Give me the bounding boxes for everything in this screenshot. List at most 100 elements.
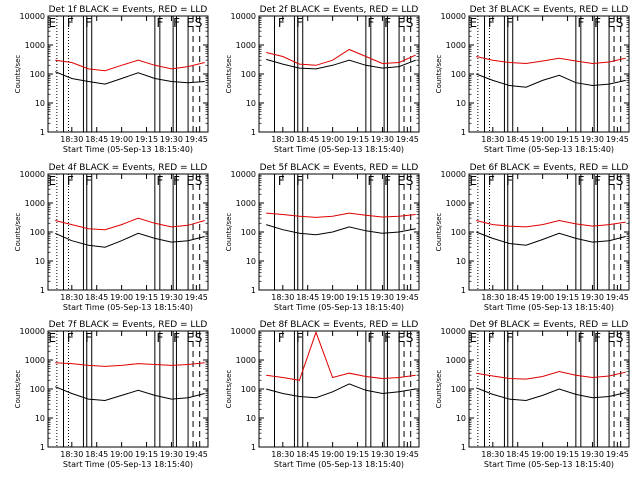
y-tick-label: 100 <box>451 385 466 394</box>
marker-label: F <box>67 331 74 345</box>
panel-title: Det 3f BLACK = Events, RED = LLD <box>470 5 629 15</box>
x-tick-label: 19:45 <box>185 293 208 302</box>
y-tick-label: 100 <box>241 228 256 237</box>
panel-title: Det 2f BLACK = Events, RED = LLD <box>260 5 419 15</box>
y-tick-label: 1000 <box>236 356 256 365</box>
events-line <box>54 232 205 248</box>
marker-label: F <box>368 331 375 345</box>
x-axis-label: Start Time (05-Sep-13 18:15:40) <box>484 460 614 469</box>
x-tick-label: 19:00 <box>321 135 344 144</box>
y-tick-label: 100 <box>241 70 256 79</box>
y-tick-label: 10 <box>456 414 466 423</box>
y-tick-label: 1000 <box>25 41 45 50</box>
events-line <box>266 58 416 70</box>
x-tick-label: 18:45 <box>296 135 319 144</box>
x-tick-label: 19:15 <box>556 135 579 144</box>
y-tick-label: 100 <box>451 70 466 79</box>
x-tick-label: 18:30 <box>481 135 504 144</box>
x-tick-label: 19:15 <box>556 293 579 302</box>
y-axis-label: Counts/sec <box>225 213 233 252</box>
plot-frame <box>468 15 630 133</box>
marker-label: F <box>578 174 585 188</box>
marker-label: E <box>186 174 194 188</box>
y-tick-label: 1000 <box>25 199 45 208</box>
x-tick-label: 19:45 <box>396 135 419 144</box>
x-axis-label: Start Time (05-Sep-13 18:15:40) <box>274 303 404 312</box>
x-tick-label: 19:15 <box>346 450 369 459</box>
y-tick-label: 1 <box>251 286 256 295</box>
marker-label: E <box>49 16 57 30</box>
marker-label: F <box>594 331 601 345</box>
x-tick-label: 19:45 <box>185 450 208 459</box>
x-axis-label: Start Time (05-Sep-13 18:15:40) <box>274 145 404 154</box>
marker-label: S <box>195 16 203 30</box>
y-tick-label: 10000 <box>231 170 256 179</box>
y-tick-label: 1 <box>461 286 466 295</box>
x-tick-label: 19:00 <box>321 293 344 302</box>
detector-panel-5: Det 5f BLACK = Events, RED = LLD 1 10 100 10… <box>225 163 420 312</box>
lld-line <box>476 219 626 228</box>
x-axis-label: Start Time (05-Sep-13 18:15:40) <box>484 145 614 154</box>
x-tick-label: 18:30 <box>60 135 83 144</box>
x-tick-label: 19:15 <box>135 450 158 459</box>
x-tick-label: 18:30 <box>481 293 504 302</box>
marker-label: F <box>278 331 285 345</box>
lld-line <box>266 48 416 66</box>
y-tick-label: 1 <box>461 128 466 137</box>
y-tick-label: 1 <box>40 286 45 295</box>
y-tick-label: 1000 <box>236 41 256 50</box>
x-tick-label: 18:30 <box>481 450 504 459</box>
y-axis-label: Counts/sec <box>435 55 443 94</box>
marker-label: S <box>616 16 624 30</box>
plot-frame <box>47 15 209 133</box>
x-tick-label: 19:15 <box>346 293 369 302</box>
y-tick-label: 10 <box>35 99 45 108</box>
x-tick-label: 19:30 <box>371 293 394 302</box>
y-tick-label: 1000 <box>446 41 466 50</box>
marker-label: F <box>594 16 601 30</box>
marker-label: S <box>195 331 203 345</box>
x-axis-label: Start Time (05-Sep-13 18:15:40) <box>484 303 614 312</box>
y-axis-label: Counts/sec <box>435 213 443 252</box>
detector-panel-1: Det 1f BLACK = Events, RED = LLD 1 10 100 10… <box>14 5 209 154</box>
y-axis-label: Counts/sec <box>225 370 233 409</box>
y-tick-label: 10000 <box>441 327 466 336</box>
y-tick-label: 10000 <box>441 170 466 179</box>
marker-label: F <box>488 174 495 188</box>
marker-label: E <box>470 331 478 345</box>
detector-panel-6: Det 6f BLACK = Events, RED = LLD 1 10 100 10… <box>435 163 630 312</box>
x-tick-label: 19:15 <box>556 450 579 459</box>
x-tick-label: 18:45 <box>85 293 108 302</box>
y-tick-label: 10000 <box>231 12 256 21</box>
x-tick-label: 19:00 <box>110 293 133 302</box>
y-tick-label: 1 <box>251 128 256 137</box>
x-tick-label: 19:00 <box>321 450 344 459</box>
panel-title: Det 5f BLACK = Events, RED = LLD <box>260 163 419 173</box>
marker-label: F <box>368 16 375 30</box>
y-tick-label: 1000 <box>236 199 256 208</box>
x-tick-label: 18:45 <box>506 450 529 459</box>
y-tick-label: 1 <box>251 443 256 452</box>
x-tick-label: 19:00 <box>531 135 554 144</box>
x-tick-label: 18:45 <box>506 293 529 302</box>
marker-label: S <box>616 174 624 188</box>
x-tick-label: 19:30 <box>371 135 394 144</box>
y-tick-label: 100 <box>30 385 45 394</box>
marker-label: E <box>49 331 57 345</box>
x-tick-label: 18:30 <box>60 293 83 302</box>
marker-label: F <box>278 16 285 30</box>
x-tick-label: 18:45 <box>296 293 319 302</box>
x-tick-label: 19:45 <box>606 293 629 302</box>
y-tick-label: 10 <box>456 99 466 108</box>
panel-title: Det 6f BLACK = Events, RED = LLD <box>470 163 629 173</box>
marker-label: F <box>173 16 180 30</box>
marker-label: F <box>85 331 92 345</box>
marker-label: S <box>406 174 414 188</box>
y-axis-label: Counts/sec <box>435 370 443 409</box>
marker-label: F <box>157 331 164 345</box>
y-tick-label: 10 <box>246 414 256 423</box>
y-tick-label: 1000 <box>25 356 45 365</box>
y-tick-label: 1000 <box>446 356 466 365</box>
